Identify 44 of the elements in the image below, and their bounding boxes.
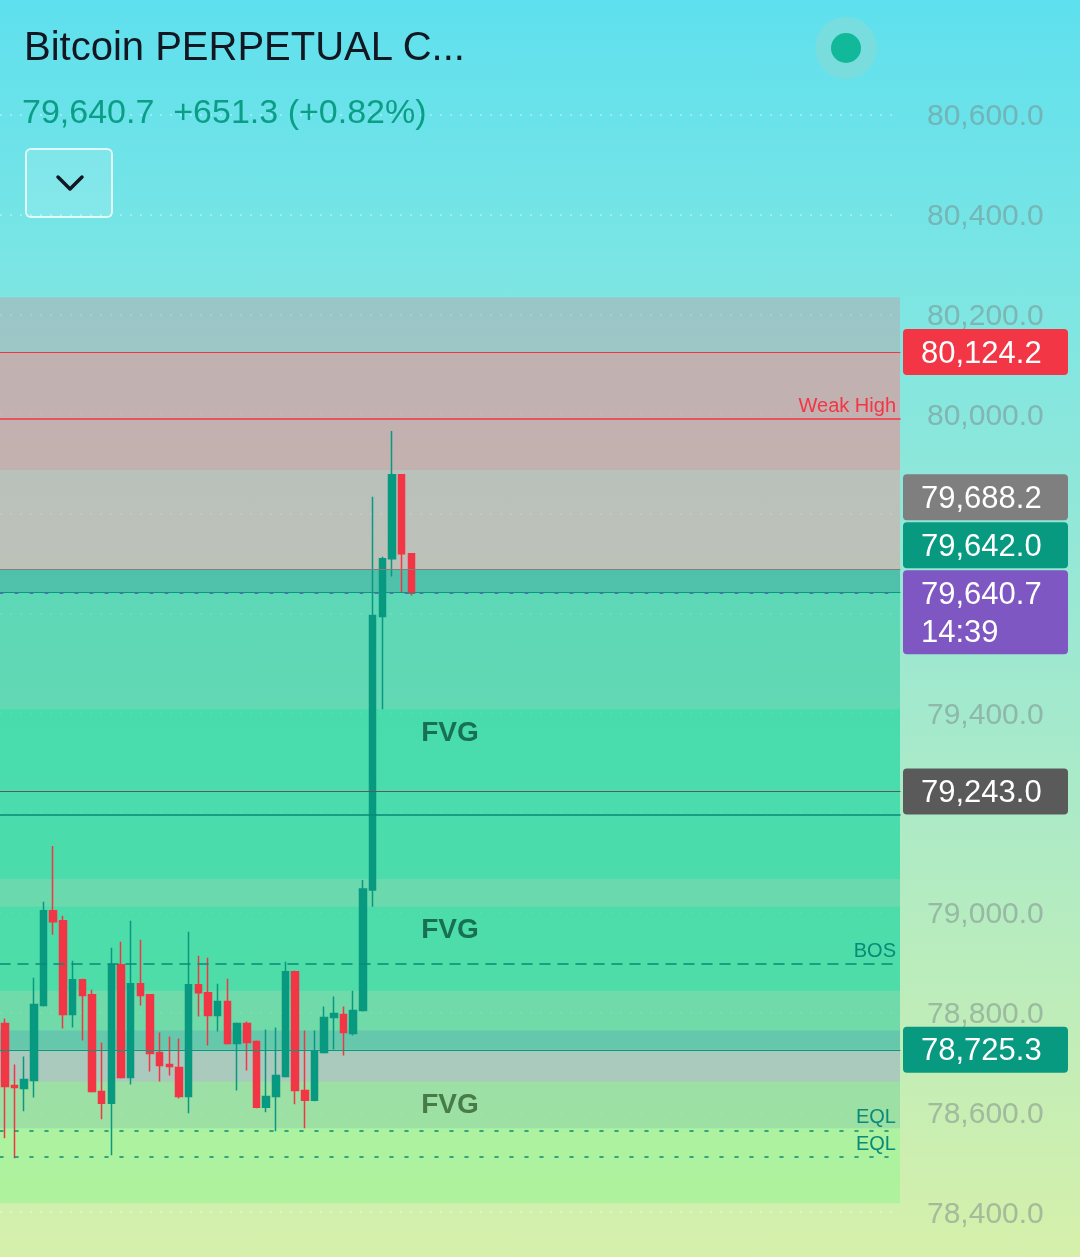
candlestick [223,977,232,1046]
candlestick [290,969,300,1106]
ref-line-label: EQL [855,1132,896,1155]
candlestick [213,982,222,1033]
text: Bitcoin PERPETUAL C... [24,23,465,70]
candlestick [48,845,58,936]
ref-line-label: Weak High [798,394,896,416]
candlestick [10,1063,19,1159]
candlestick [19,1055,29,1113]
ref-line-label: 79,243.0 [921,774,1042,810]
candlestick [348,989,358,1037]
candlestick [242,1020,252,1072]
candlestick [387,430,397,578]
candlestick [252,1039,261,1110]
candlestick [87,988,97,1094]
candlestick [39,901,48,1008]
candlestick [78,977,87,1042]
candlestick [165,1035,174,1077]
candlestick [116,941,126,1080]
ref-line-label: 79,642.0 [921,527,1042,563]
candlestick [174,1037,184,1100]
candlestick [397,474,406,594]
candlestick [97,1041,106,1121]
candlestick [145,993,155,1073]
candlestick [358,879,368,1013]
ref-line-label: 80,124.2 [921,334,1042,370]
ref-line-label: BOS [853,938,896,961]
ref-line-label: 78,725.3 [921,1032,1042,1068]
band-label: FVG [421,913,479,945]
candlestick [136,939,145,1007]
ref-line-label: 79,640.7 14:39 [921,575,1042,649]
candlestick [300,1029,310,1130]
text: 79,640.7 +651.3 (+0.82%) [22,91,427,132]
candlestick [58,915,68,1030]
ref-line-label: EQL [855,1105,896,1128]
band-label: FVG [421,715,479,747]
ref-line-label: 79,688.2 [921,479,1042,515]
candlestick [68,959,77,1029]
candlestick [339,1005,348,1057]
candlestick [194,954,203,1018]
candlestick [155,1031,164,1083]
candlestick [0,1017,10,1140]
candlestick [203,956,213,1047]
band-label: FVG [421,1087,479,1119]
